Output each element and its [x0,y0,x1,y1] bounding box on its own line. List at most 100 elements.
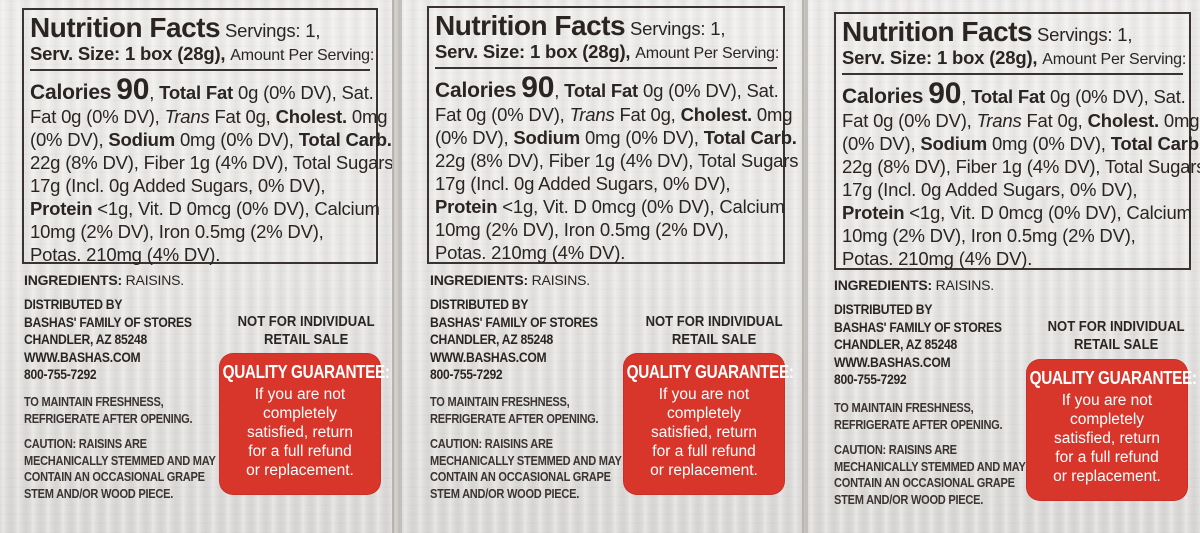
nutrient-text: Fat 0g, [1021,110,1088,131]
caution-line: MECHANICALLY STEMMED AND MAY [834,458,1026,474]
company-city: CHANDLER, AZ 85248 [24,332,147,347]
company-phone: 800-755-7292 [24,367,97,382]
sale-line: NOT FOR INDIVIDUAL [645,314,783,330]
caution-note: CAUTION: RAISINS ARE MECHANICALLY STEMME… [834,442,1026,508]
guarantee-line: If you are not [1061,392,1153,409]
cholesterol-label: Cholest. [275,106,348,127]
freshness-note: TO MAINTAIN FRESHNESS, REFRIGERATE AFTER… [24,394,193,427]
quality-guarantee-badge: QUALITY GUARANTEE: If you are not comple… [219,353,390,495]
serving-size-text: Serv. Size: 1 box (28g), [435,41,631,62]
company-phone: 800-755-7292 [430,367,503,382]
amount-per-serving-text: Amount Per Serving: [635,45,780,62]
nutrient-text: (0% DV), [30,129,109,150]
guarantee-line: for a full refund [652,443,756,460]
raisin-box-panel-1: Nutrition Facts Servings: 1, Serv. Size:… [0,0,394,533]
nutrient-text: Fat 0g (0% DV), [842,110,977,131]
nutrient-text: 0mg [346,106,388,127]
ingredients-text: INGREDIENTS: RAISINS. [24,272,184,288]
guarantee-line: for a full refund [1055,449,1159,466]
company-website: WWW.BASHAS.COM [834,354,951,370]
raisin-box-panel-2: Nutrition Facts Servings: 1, Serv. Size:… [400,0,804,533]
guarantee-line: If you are not [254,386,346,403]
nutrient-line: Potas. 210mg (4% DV). [435,242,626,263]
trans-label: Trans [164,106,210,127]
nutrition-facts-title: Nutrition Facts [435,10,626,41]
caution-line: STEM AND/OR WOOD PIECE. [834,491,984,507]
nutrient-line: 22g (8% DV), Fiber 1g (4% DV), Total Sug… [30,152,394,173]
distributor-block: DISTRIBUTED BY BASHAS' FAMILY OF STORES … [430,296,598,384]
nutrient-line: Potas. 210mg (4% DV). [842,248,1033,269]
servings-text: Servings: 1, [630,18,726,39]
nutrition-facts-panel: Nutrition Facts Servings: 1, Serv. Size:… [427,6,799,264]
nutrient-line: 10mg (2% DV), Iron 0.5mg (2% DV), [30,221,324,242]
ingredients-text: INGREDIENTS: RAISINS. [834,277,994,293]
nutrient-text: Fat 0g (0% DV), [30,106,165,127]
caution-line: STEM AND/OR WOOD PIECE. [430,485,580,501]
nutrient-line: 22g (8% DV), Fiber 1g (4% DV), Total Sug… [435,150,799,171]
nutrient-text: 0mg [751,104,793,125]
nutrient-line: 17g (Incl. 0g Added Sugars, 0% DV), [30,175,326,196]
company-website: WWW.BASHAS.COM [24,349,141,365]
freshness-line: REFRIGERATE AFTER OPENING. [430,410,599,426]
not-for-individual-sale: NOT FOR INDIVIDUAL RETAIL SALE [1048,318,1185,354]
ingredients-value: RAISINS. [121,272,185,288]
protein-label: Protein [30,198,93,219]
sale-line: NOT FOR INDIVIDUAL [1047,319,1185,335]
nutrient-line: 10mg (2% DV), Iron 0.5mg (2% DV), [842,225,1136,246]
nutrient-text: <1g, Vit. D 0mcg (0% DV), Calcium [904,202,1192,223]
company-city: CHANDLER, AZ 85248 [834,337,957,352]
protein-label: Protein [842,202,905,223]
sale-line: RETAIL SALE [671,332,757,348]
guarantee-line: satisfied, return [651,424,757,441]
distributed-by: DISTRIBUTED BY [430,297,529,312]
guarantee-title: QUALITY GUARANTEE: [1029,368,1197,388]
freshness-line: TO MAINTAIN FRESHNESS, [24,394,164,409]
caution-note: CAUTION: RAISINS ARE MECHANICALLY STEMME… [24,436,216,502]
nutrient-text: 0g (0% DV), Sat. [1049,86,1186,107]
amount-per-serving-text: Amount Per Serving: [1042,51,1187,68]
nutrient-text: Fat 0g, [209,106,276,127]
serving-size-text: Serv. Size: 1 box (28g), [842,47,1038,68]
calories-value: 90 [521,71,555,104]
not-for-individual-sale: NOT FOR INDIVIDUAL RETAIL SALE [646,313,783,349]
nutrient-text: Fat 0g (0% DV), [435,104,570,125]
calories-value: 90 [116,73,150,106]
nutrient-line: 22g (8% DV), Fiber 1g (4% DV), Total Sug… [842,156,1200,177]
ingredients-label: INGREDIENTS: [24,272,122,288]
guarantee-line: If you are not [658,386,750,403]
caution-line: CAUTION: RAISINS ARE [834,442,957,457]
caution-line: CONTAIN AN OCCASIONAL GRAPE [834,475,1015,490]
raisin-box-panel-3: Nutrition Facts Servings: 1, Serv. Size:… [806,0,1200,533]
guarantee-line: or replacement. [1053,468,1161,485]
ingredients-label: INGREDIENTS: [834,277,932,293]
freshness-note: TO MAINTAIN FRESHNESS, REFRIGERATE AFTER… [834,400,1003,433]
distributed-by: DISTRIBUTED BY [834,302,933,317]
nutrient-text: 0mg [1158,110,1200,131]
nutrient-text: 0g (0% DV), Sat. [237,82,374,103]
guarantee-line: for a full refund [248,443,352,460]
nutrient-text: 0mg (0% DV), [175,129,299,150]
guarantee-line: or replacement. [650,462,758,479]
nutrient-text: 0mg (0% DV), [580,127,704,148]
sodium-label: Sodium [108,129,176,150]
company-name: BASHAS' FAMILY OF STORES [834,319,1002,335]
total-carb-label: Total Carb. [1110,133,1200,154]
company-website: WWW.BASHAS.COM [430,349,547,365]
freshness-note: TO MAINTAIN FRESHNESS, REFRIGERATE AFTER… [430,394,599,427]
not-for-individual-sale: NOT FOR INDIVIDUAL RETAIL SALE [238,313,375,349]
total-fat-label: Total Fat [971,86,1046,107]
total-carb-label: Total Carb. [703,127,797,148]
company-phone: 800-755-7292 [834,372,907,387]
calories-label: Calories [435,79,517,102]
calories-label: Calories [30,81,112,104]
guarantee-body: If you are not completely satisfied, ret… [1026,391,1188,486]
ingredients-label: INGREDIENTS: [430,272,528,288]
company-name: BASHAS' FAMILY OF STORES [430,314,598,330]
ingredients-text: INGREDIENTS: RAISINS. [430,272,590,288]
guarantee-title: QUALITY GUARANTEE: [626,362,794,382]
nutrient-text: (0% DV), [435,127,514,148]
guarantee-line: completely [262,405,338,422]
ingredients-value: RAISINS. [527,272,591,288]
amount-per-serving-text: Amount Per Serving: [230,47,375,64]
nutrient-line: 10mg (2% DV), Iron 0.5mg (2% DV), [435,219,729,240]
